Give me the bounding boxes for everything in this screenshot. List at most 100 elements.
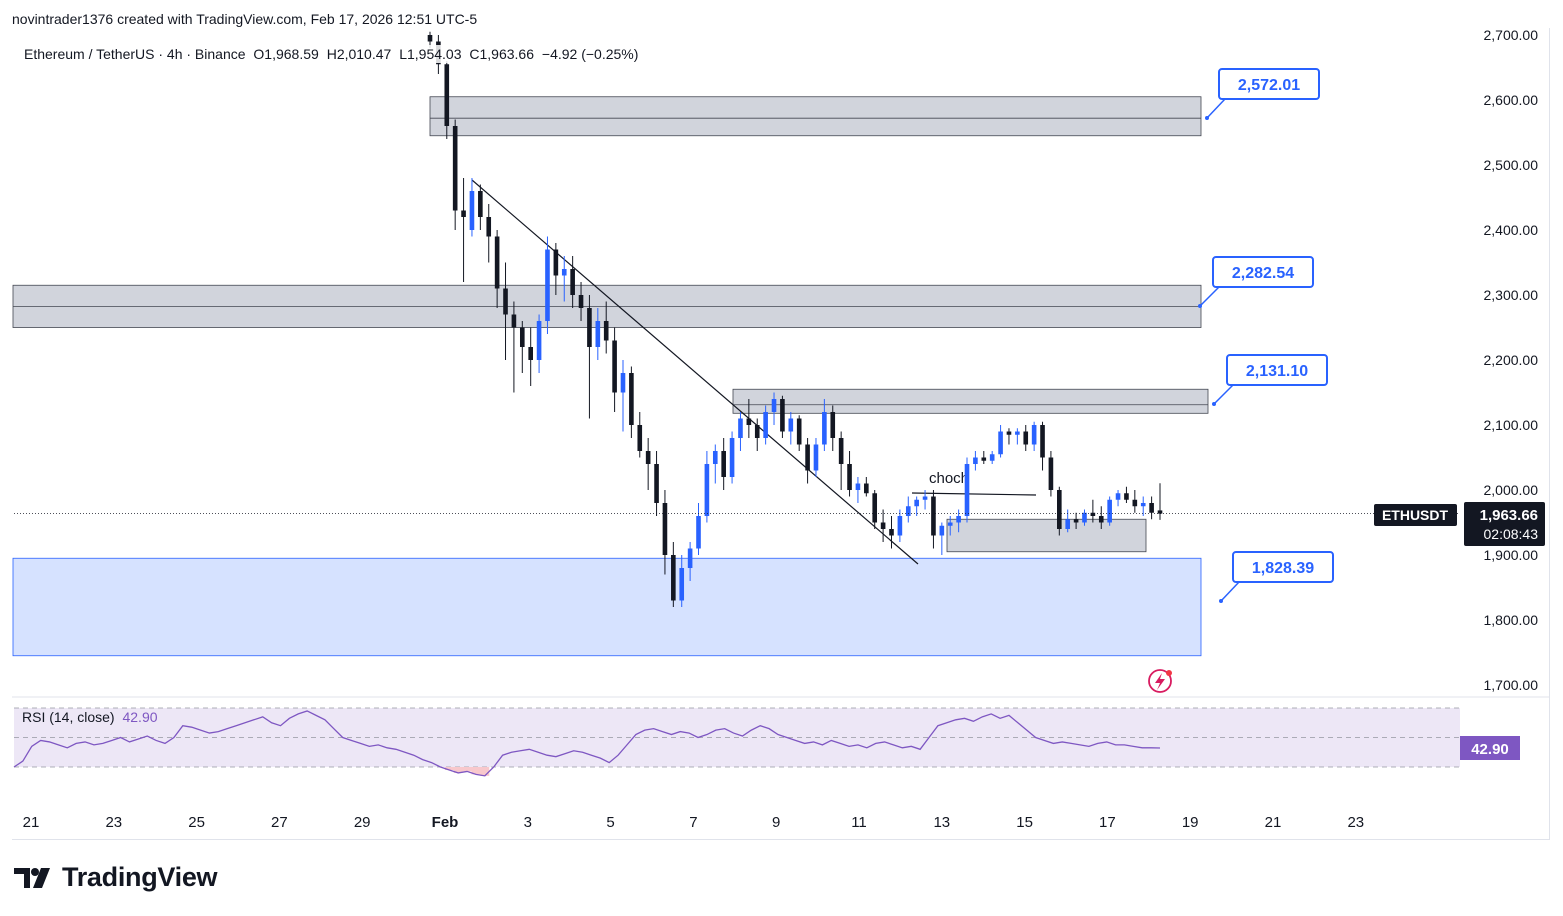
candle-body bbox=[931, 496, 936, 536]
price-badge-text: 1,963.66 bbox=[1480, 507, 1538, 524]
candle-body bbox=[662, 503, 668, 555]
candle-body bbox=[469, 191, 475, 230]
callout-label: 2,572.01 bbox=[1238, 77, 1300, 94]
candle-body bbox=[536, 321, 542, 360]
candle-body bbox=[905, 506, 911, 516]
candle-body bbox=[545, 249, 550, 321]
candle-body bbox=[637, 425, 643, 451]
x-axis-tick: Feb bbox=[432, 814, 459, 831]
candle-body bbox=[587, 308, 592, 347]
candle-body bbox=[1048, 457, 1054, 490]
candle-body bbox=[830, 412, 836, 438]
candle-body bbox=[629, 373, 634, 425]
candle-body bbox=[494, 236, 500, 289]
symbol-legend: Ethereum / TetherUS · 4h · Binance O1,96… bbox=[22, 45, 641, 63]
candle-body bbox=[1023, 431, 1029, 445]
y-axis-tick: 2,400.00 bbox=[1484, 222, 1539, 238]
candle-body bbox=[981, 457, 987, 461]
candle-body bbox=[603, 321, 609, 341]
open-value: O1,968.59 bbox=[253, 46, 319, 62]
candle-body bbox=[973, 457, 978, 464]
candle-body bbox=[872, 493, 878, 523]
chart-frame bbox=[12, 28, 1550, 840]
tradingview-logo-text: TradingView bbox=[62, 862, 218, 892]
candle-body bbox=[721, 451, 726, 477]
candle-body bbox=[1157, 510, 1163, 514]
candle-body bbox=[989, 454, 995, 461]
candle-body bbox=[746, 418, 752, 425]
x-axis-tick: 17 bbox=[1099, 814, 1116, 831]
callout-box bbox=[1218, 68, 1320, 100]
price-badge bbox=[1464, 502, 1545, 546]
x-axis-tick: 29 bbox=[354, 814, 371, 831]
callout-label: 2,282.54 bbox=[1232, 265, 1294, 282]
change-value: −4.92 (−0.25%) bbox=[541, 46, 639, 62]
close-value: C1,963.66 bbox=[469, 46, 534, 62]
candle-body bbox=[1115, 493, 1121, 500]
candle-body bbox=[671, 555, 676, 601]
candle-body bbox=[528, 347, 533, 360]
attribution-text: novintrader1376 created with TradingView… bbox=[12, 11, 478, 27]
candle-body bbox=[1140, 503, 1146, 507]
candle-body bbox=[503, 288, 508, 315]
zone-supply-0 bbox=[429, 96, 1202, 137]
tradingview-logo-icon bbox=[14, 867, 50, 888]
candle-body bbox=[939, 525, 945, 536]
tradingview-logo[interactable]: TradingView bbox=[14, 862, 218, 893]
x-axis-tick: 9 bbox=[772, 814, 780, 831]
candle-body bbox=[561, 269, 567, 276]
countdown-text: 02:08:43 bbox=[1484, 526, 1539, 542]
callout-pointer bbox=[1220, 581, 1240, 602]
candle-body bbox=[1098, 516, 1104, 523]
candle-body bbox=[922, 496, 928, 500]
callout-dot bbox=[1219, 599, 1223, 603]
x-axis-tick: 23 bbox=[105, 814, 122, 831]
callout-pointer bbox=[1206, 98, 1226, 119]
y-axis-tick: 2,000.00 bbox=[1484, 482, 1539, 498]
symbol-name[interactable]: Ethereum / TetherUS · 4h · Binance bbox=[24, 46, 246, 62]
high-value: H2,010.47 bbox=[326, 46, 392, 62]
x-axis-tick: 11 bbox=[851, 814, 867, 831]
rsi-label[interactable]: RSI (14, close) bbox=[22, 709, 115, 725]
symbol-badge bbox=[1374, 504, 1457, 526]
candle-body bbox=[897, 516, 903, 536]
candle-body bbox=[645, 451, 651, 464]
candle-body bbox=[452, 126, 458, 211]
candle-body bbox=[612, 340, 617, 393]
rsi-value-badge-text: 42.90 bbox=[1471, 741, 1509, 758]
callout-box bbox=[1226, 354, 1328, 386]
callout-pointer bbox=[1213, 384, 1234, 405]
candle-body bbox=[813, 444, 819, 471]
rsi-value-badge bbox=[1460, 736, 1520, 760]
candle-body bbox=[771, 399, 777, 412]
zone-demand-3 bbox=[12, 557, 1202, 657]
alert-lightning-icon bbox=[1148, 669, 1172, 693]
candle-body bbox=[1065, 519, 1071, 529]
zone-demand_small-4 bbox=[946, 518, 1147, 553]
candle-body bbox=[687, 548, 693, 568]
choch-label: choch bbox=[929, 470, 969, 487]
candle-body bbox=[855, 483, 861, 490]
candle-body bbox=[486, 217, 492, 237]
rsi-line bbox=[13, 710, 1161, 777]
candle-body bbox=[444, 64, 450, 126]
rsi-legend: RSI (14, close) 42.90 bbox=[22, 709, 158, 725]
candle-body bbox=[838, 438, 844, 464]
candle-body bbox=[679, 568, 685, 601]
x-axis-tick: 15 bbox=[1016, 814, 1033, 831]
trendline bbox=[471, 179, 919, 565]
rsi-value: 42.90 bbox=[122, 709, 158, 725]
y-axis-tick: 2,500.00 bbox=[1484, 157, 1539, 173]
candle-body bbox=[511, 314, 517, 328]
y-axis-tick: 1,700.00 bbox=[1484, 677, 1539, 693]
callout-dot bbox=[1198, 304, 1202, 308]
y-axis-tick: 1,800.00 bbox=[1484, 612, 1539, 628]
candle-body bbox=[889, 529, 894, 536]
callout-pointer bbox=[1199, 286, 1220, 307]
candle-body bbox=[998, 431, 1003, 455]
candle-body bbox=[1006, 431, 1012, 435]
x-axis-tick: 21 bbox=[23, 814, 40, 831]
x-axis-tick: 19 bbox=[1182, 814, 1199, 831]
symbol-badge-text: ETHUSDT bbox=[1382, 507, 1449, 523]
